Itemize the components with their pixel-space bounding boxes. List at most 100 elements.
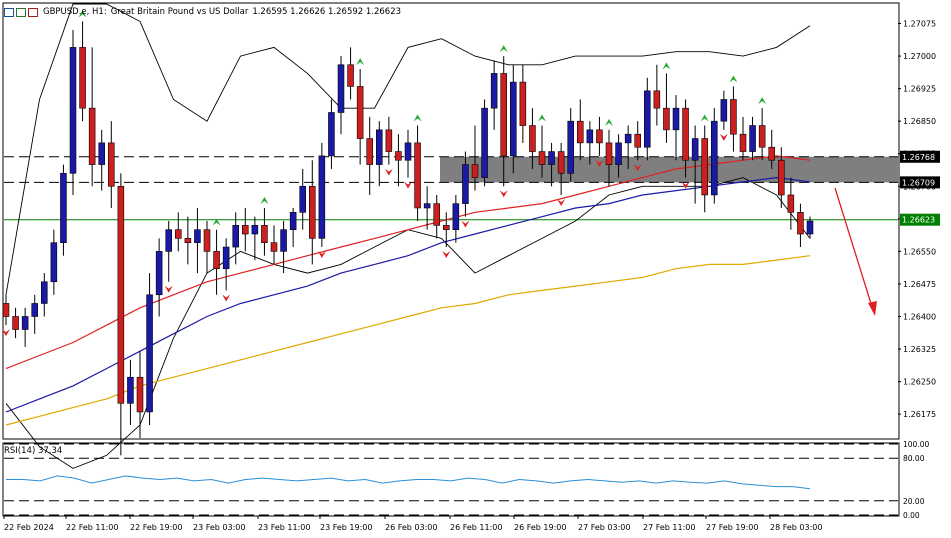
candle — [184, 216, 192, 265]
candle — [385, 116, 393, 165]
candle — [500, 56, 507, 187]
time-axis-label: 27 Feb 03:00 — [578, 523, 630, 532]
indicator-icon[interactable] — [16, 7, 26, 17]
fractal-down-arrow — [384, 168, 393, 176]
candle-body — [328, 112, 335, 157]
candle — [21, 307, 29, 347]
chart-icon[interactable] — [4, 7, 14, 17]
trade-icon[interactable] — [28, 7, 38, 17]
candle-body — [41, 281, 48, 304]
current-price-tag: 1.26623 — [902, 216, 935, 225]
candle-body — [653, 90, 661, 109]
fractal-down-arrow — [317, 251, 326, 259]
candle-body — [644, 90, 651, 148]
candle-body — [98, 142, 105, 165]
fractal-down-arrow — [2, 329, 10, 337]
fractal-down-arrow — [461, 220, 470, 228]
rsi-level-label: 100.00 — [903, 440, 929, 449]
candle-body — [155, 251, 163, 296]
candle — [471, 125, 479, 191]
fractal-down-arrow — [719, 133, 728, 141]
price-axis-label: 1.27075 — [903, 20, 936, 29]
rsi-line — [6, 475, 811, 490]
candle — [567, 108, 574, 182]
symbol-label: GBPUSD.e, H1: — [43, 7, 107, 17]
time-axis-label: 27 Feb 19:00 — [706, 523, 758, 532]
candle-body — [720, 99, 728, 122]
candle-body — [309, 185, 316, 239]
candle — [328, 99, 335, 169]
time-axis-label: 28 Feb 03:00 — [770, 523, 822, 532]
fractal-down-arrow — [557, 198, 566, 206]
chart-header: GBPUSD.e, H1: Great Britain Pound vs US … — [4, 5, 401, 19]
candle-body — [749, 125, 756, 152]
candle — [787, 177, 795, 230]
candle-body — [577, 120, 584, 144]
candle — [711, 108, 718, 204]
candle — [653, 64, 661, 126]
candle-body — [88, 107, 96, 165]
candle — [749, 116, 756, 161]
candle — [69, 30, 77, 195]
candle-body — [79, 47, 86, 109]
zone-low-tag-bg — [900, 176, 940, 189]
candle-body — [778, 159, 785, 196]
candle-body — [519, 81, 527, 126]
candle — [270, 225, 278, 265]
fractal-up-arrow — [413, 114, 422, 122]
candle-body — [471, 164, 479, 178]
candle-body — [682, 107, 689, 161]
candle — [423, 186, 431, 230]
zone-low-tag: 1.26709 — [902, 178, 935, 187]
candle — [222, 238, 230, 291]
candle-body — [711, 120, 718, 196]
time-axis-label: 23 Feb 19:00 — [320, 523, 372, 532]
candle — [337, 56, 345, 135]
candle — [624, 125, 632, 169]
candle-body — [672, 107, 680, 131]
bollinger-upper — [5, 3, 811, 295]
candle — [395, 134, 402, 187]
rsi-plot-frame — [2, 442, 900, 517]
candle-body — [701, 138, 708, 196]
price-axis-label: 1.26475 — [903, 280, 936, 289]
candle-body — [768, 146, 775, 161]
candle-body — [423, 203, 431, 209]
candle-body — [500, 73, 507, 157]
fractal-up-arrow — [260, 196, 269, 204]
price-axis-label: 1.26175 — [903, 410, 936, 419]
time-axis-label: 27 Feb 11:00 — [643, 523, 695, 532]
candle-body — [194, 229, 201, 243]
candle — [596, 116, 603, 156]
candle-body — [21, 316, 29, 330]
candle-body — [184, 238, 192, 244]
fractal-down-arrow — [164, 285, 173, 293]
fractal-up-arrow — [538, 114, 546, 122]
candle — [586, 121, 594, 165]
candle — [2, 294, 10, 326]
candle-body — [261, 225, 268, 243]
candle — [213, 229, 220, 295]
candle — [452, 194, 460, 243]
fractal-up-arrow — [729, 75, 738, 83]
candle — [242, 207, 249, 252]
candle — [414, 125, 421, 221]
candle — [644, 77, 651, 161]
candle-body — [529, 125, 536, 152]
candle-body — [213, 251, 220, 270]
time-axis-label: 23 Feb 11:00 — [258, 523, 310, 532]
candle-body — [730, 99, 737, 135]
candle-body — [557, 151, 565, 174]
candle-body — [2, 303, 10, 317]
candle-body — [376, 129, 383, 165]
candle-body — [433, 203, 440, 226]
candle — [175, 212, 182, 252]
candle-body — [462, 164, 469, 204]
time-axis-label: 23 Feb 03:00 — [193, 523, 245, 532]
rsi-level-label: 0.00 — [903, 511, 920, 520]
candle-body — [586, 129, 594, 144]
zone-high-tag: 1.26768 — [902, 153, 935, 162]
candle-body — [366, 138, 373, 165]
projection-arrow-head — [868, 301, 877, 316]
